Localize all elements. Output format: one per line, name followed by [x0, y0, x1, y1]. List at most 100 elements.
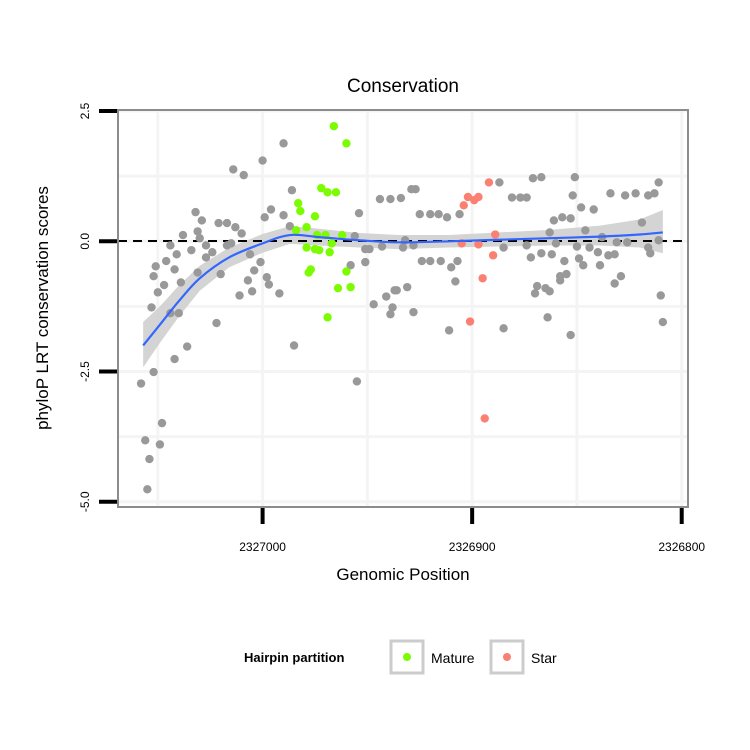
point-other [361, 257, 370, 267]
point-other [654, 178, 663, 187]
point-star [459, 201, 468, 210]
y-tick-label: -2.5 [78, 361, 92, 382]
point-other [243, 276, 253, 285]
y-tick-label: 0.0 [78, 233, 92, 250]
point-other [572, 242, 582, 251]
point-other [386, 310, 395, 319]
point-other [256, 257, 265, 267]
legend-mature-marker [403, 653, 411, 661]
point-other [595, 261, 605, 270]
point-other [620, 191, 630, 200]
legend-key-star [489, 639, 525, 675]
point-other [226, 239, 236, 248]
point-other [250, 266, 259, 275]
point-star [484, 178, 494, 187]
point-other [231, 223, 240, 232]
point-other [570, 173, 580, 182]
point-other [606, 189, 615, 198]
point-other [174, 308, 183, 318]
point-other [195, 233, 204, 243]
point-other [453, 256, 462, 266]
point-other [136, 379, 146, 388]
point-other [170, 354, 179, 364]
point-mature [327, 239, 336, 248]
point-other [426, 256, 435, 266]
point-other [574, 254, 584, 263]
point-other [201, 241, 211, 250]
point-mature [329, 121, 339, 131]
point-other [631, 189, 640, 198]
point-star [474, 240, 483, 249]
point-mature [302, 223, 311, 232]
point-other [229, 165, 238, 174]
point-other [161, 256, 171, 266]
point-other [222, 218, 232, 228]
point-other [260, 213, 269, 222]
x-tick-label: 2326900 [449, 540, 496, 554]
point-other [166, 241, 175, 250]
point-other [237, 229, 246, 238]
point-other [610, 279, 619, 288]
point-other [545, 287, 554, 296]
point-other [216, 269, 225, 279]
x-axis-label: Genomic Position [336, 565, 469, 584]
y-tick-label: 2.5 [78, 102, 92, 119]
point-other [264, 280, 274, 289]
point-other [141, 436, 150, 445]
point-other [604, 251, 613, 260]
legend-label-star: Star [531, 650, 557, 666]
point-other [530, 289, 540, 298]
point-other [402, 282, 412, 292]
point-other [551, 239, 561, 248]
point-other [153, 288, 163, 297]
point-other [201, 253, 211, 262]
point-other [415, 209, 424, 219]
point-mature [325, 248, 334, 257]
point-mature [302, 243, 311, 252]
point-other [208, 248, 217, 257]
point-mature [331, 188, 341, 197]
plot-panel [118, 110, 688, 507]
point-other [214, 218, 223, 228]
point-other [555, 276, 565, 285]
point-other [656, 291, 665, 300]
point-other [623, 238, 632, 247]
point-other [258, 156, 267, 165]
point-other [155, 440, 165, 449]
point-other [369, 300, 378, 309]
point-other [612, 238, 621, 247]
point-other [392, 286, 401, 295]
point-other [526, 253, 536, 262]
legend-label-mature: Mature [431, 650, 475, 666]
point-other [654, 236, 663, 245]
point-other [593, 248, 603, 257]
point-other [172, 250, 181, 259]
point-other [616, 271, 626, 281]
x-tick-label: 2326800 [658, 540, 705, 554]
point-other [650, 189, 659, 198]
point-star [465, 317, 475, 326]
point-other [149, 271, 158, 281]
legend-key-mature [389, 639, 425, 675]
point-mature [304, 268, 313, 277]
y-axis-label: phyloP LRT conservation scores [33, 186, 52, 430]
plot-panel-border [117, 109, 689, 508]
point-other [545, 228, 554, 237]
point-other [434, 209, 443, 219]
point-other [658, 317, 668, 327]
point-other [417, 256, 427, 266]
point-other [157, 418, 167, 428]
point-star [463, 192, 473, 202]
y-axis: 2.5 0.0 -2.5 -5.0 [78, 102, 117, 512]
point-other [245, 250, 255, 259]
point-other [646, 249, 655, 258]
point-mature [342, 267, 351, 276]
point-other [566, 330, 575, 340]
point-other [585, 243, 594, 252]
smooth-line-group [142, 231, 663, 347]
point-other [409, 307, 418, 317]
point-other [386, 194, 395, 204]
point-mature [314, 245, 324, 255]
point-mature [294, 199, 303, 208]
point-mature [346, 282, 355, 292]
